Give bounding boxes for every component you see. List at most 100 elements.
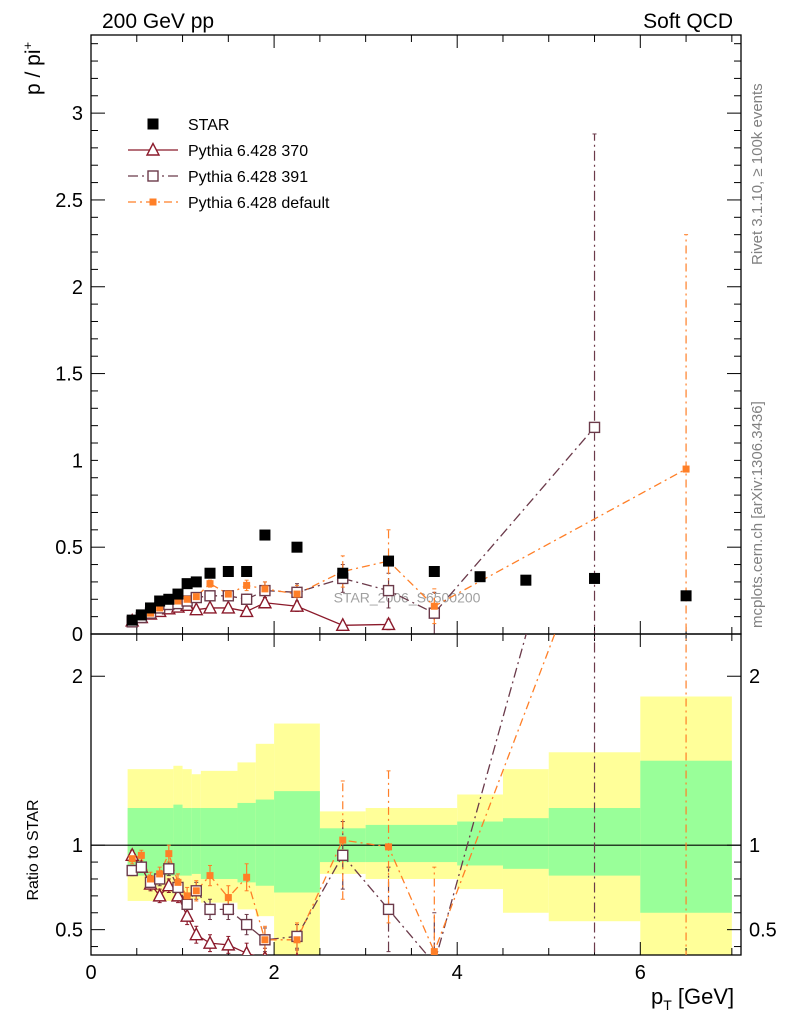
pythia-370-point xyxy=(239,603,254,618)
pythia-default-point xyxy=(243,581,251,589)
y-tick-label: 2 xyxy=(72,277,83,299)
pythia-default-ratio-point xyxy=(147,875,155,883)
pythia-391-ratio-point xyxy=(163,863,175,875)
pythia-370-point xyxy=(221,599,236,614)
pythia-370-ratio-point xyxy=(202,935,218,949)
pythia-default-point xyxy=(224,590,232,598)
pythia-391-ratio-point xyxy=(204,903,216,916)
ratio-y-tick-label-right: 2 xyxy=(749,666,760,688)
pythia-default-ratio-point xyxy=(137,851,145,859)
pythia-391-ratio-point xyxy=(181,898,193,911)
band-inner-10 xyxy=(457,821,503,866)
star-data-point xyxy=(589,572,601,584)
pythia-default-ratio-point xyxy=(339,836,347,844)
svg-text:pT [GeV]: pT [GeV] xyxy=(651,984,734,1013)
band-inner-7 xyxy=(274,791,320,893)
star-data-point xyxy=(241,565,253,577)
y-tick-label: 1 xyxy=(72,450,83,472)
star-data-point xyxy=(172,588,184,600)
legend-marker-pythia-391 xyxy=(147,170,159,182)
pythia-391-ratio-point xyxy=(135,861,148,873)
star-data-point xyxy=(680,590,692,602)
y-tick-label: 3 xyxy=(72,103,83,125)
pythia-default-ratio-point xyxy=(165,850,173,858)
ratio-y-tick-label: 1 xyxy=(72,835,83,857)
pythia-default-ratio-point xyxy=(385,843,393,851)
pythia-391-point xyxy=(588,421,601,434)
pythia-default-line xyxy=(131,468,687,622)
pythia-default-point xyxy=(183,595,191,603)
pythia-default-point xyxy=(293,590,301,598)
x-tick-label: 0 xyxy=(85,962,96,984)
pythia-default-point xyxy=(206,580,214,588)
main-y-axis-label: p / pi+ xyxy=(20,42,45,95)
pythia-391-ratio-point xyxy=(382,903,395,916)
pythia-370-ratio-point xyxy=(179,908,195,922)
mcplots-credit-label: mcplots.cern.ch [arXiv:1306.3436] xyxy=(749,401,766,628)
star-data-point xyxy=(259,529,271,541)
pythia-370-ratio-point xyxy=(170,887,186,902)
band-inner-5 xyxy=(237,802,256,883)
y-tick-label: 2.5 xyxy=(55,190,83,212)
band-inner-2 xyxy=(182,808,192,876)
pythia-391-ratio-point xyxy=(222,903,235,916)
pythia-370-ratio-point xyxy=(152,887,167,902)
pythia-default-ratio-point xyxy=(224,894,232,902)
star-data-point xyxy=(135,609,147,621)
pythia-370-point xyxy=(289,598,305,612)
ratio-y-tick-label-right: 1 xyxy=(749,835,760,857)
pythia-391-point xyxy=(382,584,395,597)
pythia-370-point xyxy=(335,617,350,632)
pythia-default-ratio-point xyxy=(430,948,438,955)
pythia-370-ratio-point xyxy=(241,945,252,955)
x-tick-label: 4 xyxy=(452,962,463,984)
pythia-default-ratio-point xyxy=(206,872,214,880)
analysis-watermark: STAR_2006_S6500200 xyxy=(334,590,481,606)
pythia-391-ratio-point xyxy=(337,849,349,862)
x-tick-label: 6 xyxy=(635,962,646,984)
pythia-default-ratio-point xyxy=(174,878,182,886)
ratio-uncertainty-bands xyxy=(127,696,732,955)
band-inner-1 xyxy=(173,804,183,876)
pythia-370-point xyxy=(381,616,396,631)
y-tick-label: 0.5 xyxy=(55,537,83,559)
pythia-default-point xyxy=(261,585,269,593)
star-data-point xyxy=(126,614,138,626)
pythia-370-ratio-point xyxy=(383,986,395,998)
ratio-y-axis-label: Ratio to STAR xyxy=(25,799,42,900)
band-inner-4 xyxy=(200,808,238,879)
pythia-370-ratio-point xyxy=(295,952,299,955)
star-data-point xyxy=(154,595,166,607)
band-inner-11 xyxy=(502,818,549,869)
pythia-default-ratio-point xyxy=(128,855,136,863)
pythia-391-ratio-point xyxy=(429,958,439,968)
pythia-default-ratio-point xyxy=(243,873,251,881)
pythia-default-point xyxy=(430,602,438,610)
pythia-370-point xyxy=(189,601,204,616)
star-data-point xyxy=(145,602,157,614)
legend-label-star: STAR xyxy=(188,117,229,134)
y-tick-label: 0 xyxy=(72,624,83,646)
star-data-point xyxy=(291,541,303,553)
ratio-y-tick-label: 2 xyxy=(72,666,83,688)
x-axis-label: pT [GeV] xyxy=(651,984,734,1013)
legend-label-pythia-370: Pythia 6.428 370 xyxy=(188,143,308,160)
rivet-version-label: Rivet 3.1.10, ≥ 100k events xyxy=(749,83,766,265)
pythia-default-point xyxy=(682,465,690,473)
pythia-370-point xyxy=(202,599,218,614)
pythia-default-ratio-point xyxy=(293,936,301,944)
pythia-370-ratio-point xyxy=(262,950,268,955)
header-energy-label: 200 GeV pp xyxy=(102,10,214,33)
star-data-point xyxy=(474,571,486,583)
band-inner-9 xyxy=(365,824,458,863)
legend-marker-pythia-370 xyxy=(145,141,161,156)
star-data-point xyxy=(190,576,202,588)
pythia-default-ratio-point xyxy=(156,870,164,878)
legend: STAR Pythia 6.428 370 Pythia 6.428 391 Pyth… xyxy=(128,117,330,212)
star-data-point xyxy=(204,567,216,579)
band-inner-3 xyxy=(191,808,201,874)
legend-label-pythia-default: Pythia 6.428 default xyxy=(188,195,330,212)
ratio-series-group xyxy=(125,634,687,998)
legend-marker-pythia-default xyxy=(149,198,157,206)
